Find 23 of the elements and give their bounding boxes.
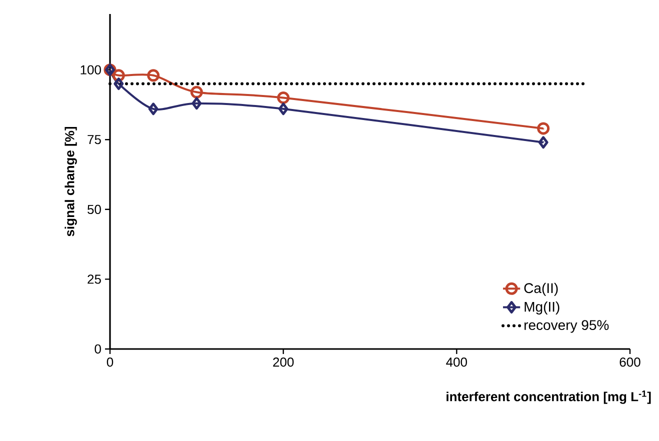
point bbox=[190, 86, 203, 98]
x-tick-label: 0 bbox=[106, 358, 114, 367]
y-tick-label: 0 bbox=[94, 344, 101, 354]
point bbox=[538, 136, 548, 149]
legend-label: Mg(II) bbox=[524, 301, 560, 315]
point bbox=[192, 97, 202, 110]
y-axis-title: signal change [%] bbox=[64, 126, 77, 236]
point bbox=[148, 102, 158, 116]
legend-label: Ca(II) bbox=[524, 282, 558, 296]
point bbox=[147, 69, 160, 82]
y-tick-label: 100 bbox=[80, 65, 101, 74]
x-tick-label: 400 bbox=[446, 358, 467, 367]
y-tick-label: 25 bbox=[88, 274, 101, 284]
x-tick-label: 200 bbox=[273, 358, 294, 367]
point bbox=[278, 102, 288, 116]
point bbox=[537, 122, 550, 135]
point bbox=[277, 91, 290, 104]
y-tick-label: 75 bbox=[88, 135, 101, 144]
x-axis-title: interferent concentration [mg L$^{-1}$] bbox=[446, 390, 651, 404]
x-tick-label: 600 bbox=[620, 358, 640, 367]
point bbox=[114, 78, 124, 90]
y-tick-label: 50 bbox=[88, 204, 101, 214]
legend-label: recovery 95% bbox=[524, 320, 609, 333]
